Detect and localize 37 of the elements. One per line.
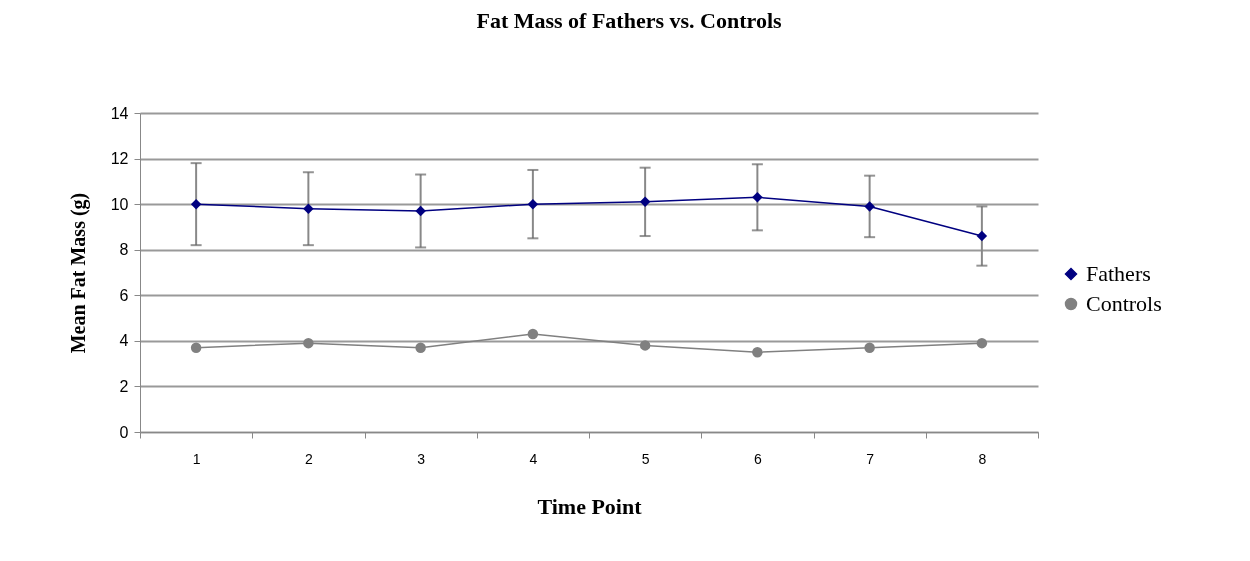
- y-tick-label: 8: [119, 241, 129, 259]
- point: [415, 342, 426, 353]
- point: [864, 342, 875, 353]
- point: [303, 203, 314, 214]
- point: [527, 328, 539, 340]
- x-tick-label: 8: [978, 450, 987, 467]
- x-tick-label: 2: [304, 450, 313, 467]
- point: [190, 198, 202, 210]
- point: [639, 340, 651, 351]
- point: [415, 205, 426, 217]
- x-tick-label: 6: [753, 450, 762, 467]
- y-tick-label: 10: [110, 195, 129, 213]
- x-tick-label: 5: [641, 450, 650, 467]
- x-axis-title: Time Point: [537, 493, 643, 519]
- y-tick-label: 14: [110, 104, 129, 122]
- point: [976, 230, 988, 242]
- point: [752, 347, 763, 358]
- point: [639, 196, 651, 208]
- y-tick-label: 0: [119, 423, 129, 441]
- point: [864, 201, 875, 212]
- y-tick-label: 12: [110, 150, 129, 168]
- x-tick-label: 3: [417, 450, 426, 467]
- y-tick-label: 2: [119, 377, 129, 395]
- legend-label: Controls: [1086, 291, 1162, 316]
- x-tick-label: 1: [192, 450, 201, 467]
- y-tick-label: 4: [119, 332, 129, 350]
- point: [303, 337, 314, 349]
- point: [976, 337, 988, 349]
- point: [752, 192, 763, 203]
- legend-label: Fathers: [1086, 261, 1151, 286]
- chart-title: Fat Mass of Fathers vs. Controls: [476, 8, 782, 33]
- point: [190, 342, 202, 353]
- y-axis-title: Mean Fat Mass (g): [66, 192, 90, 354]
- x-tick-label: 4: [529, 450, 538, 467]
- point: [527, 198, 539, 210]
- x-tick-label: 7: [866, 450, 875, 467]
- y-tick-label: 6: [119, 286, 129, 304]
